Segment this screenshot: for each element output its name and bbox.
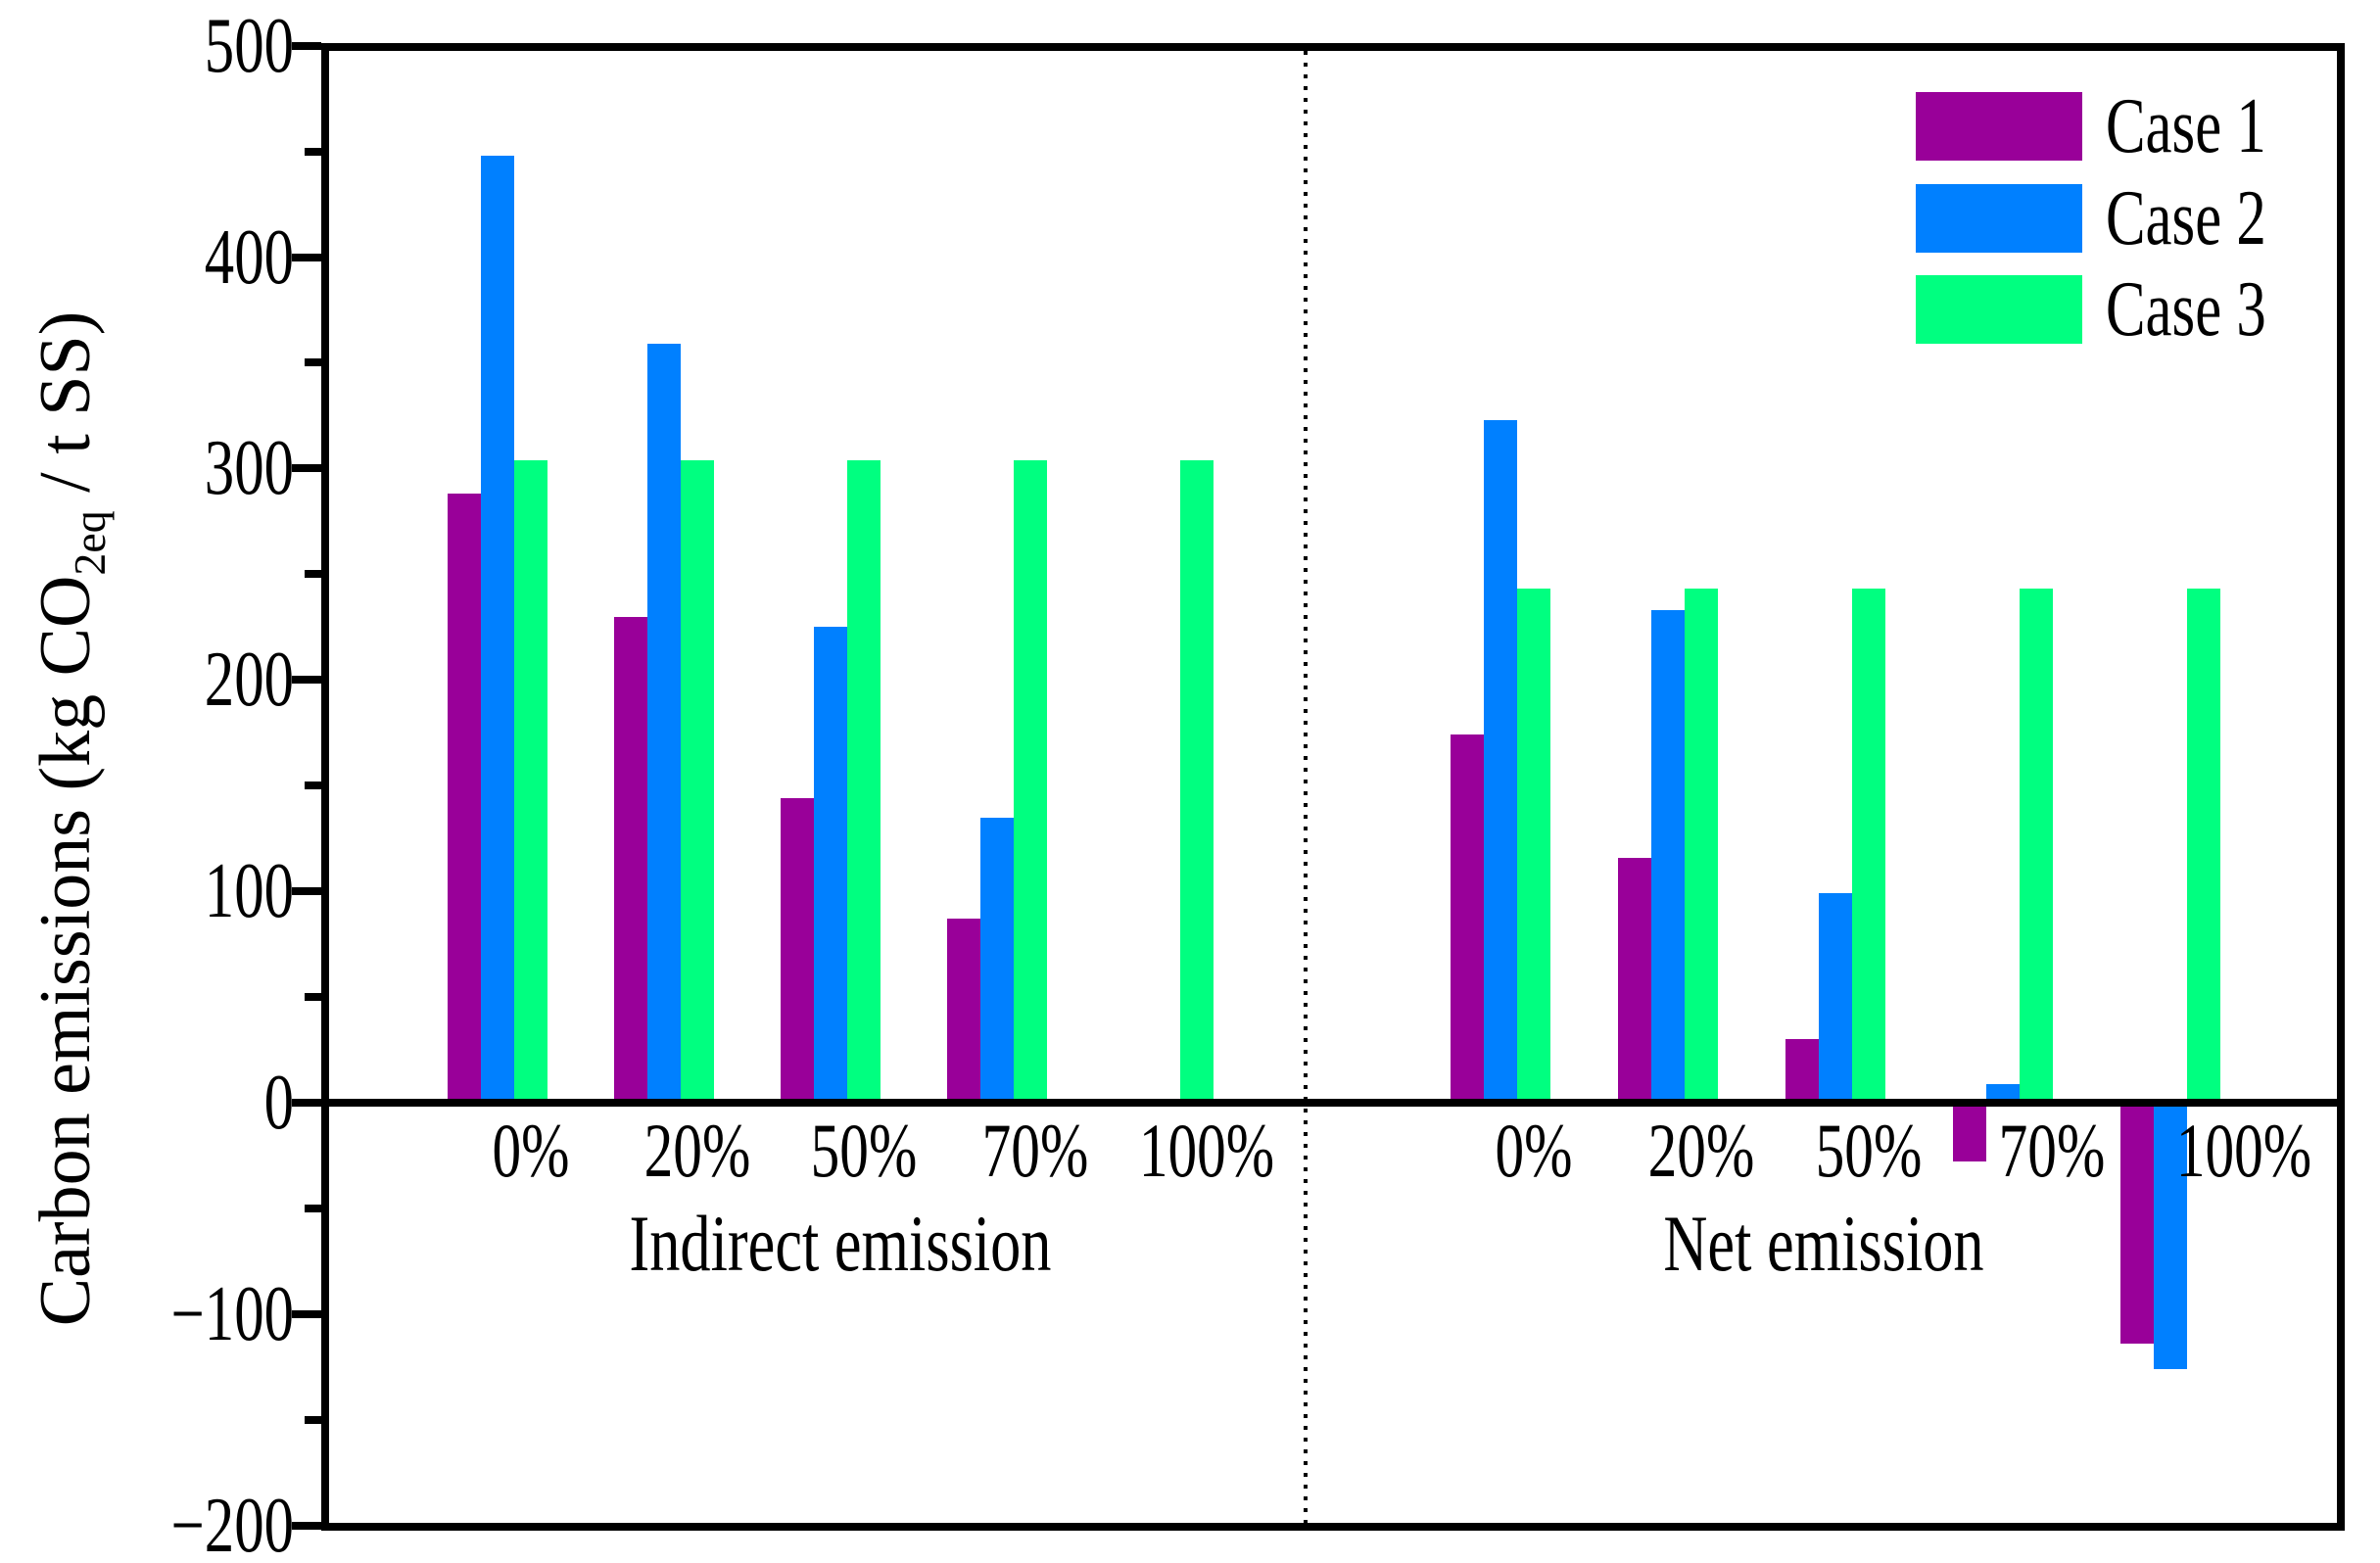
bar-indirect-emission-0%-case-3 xyxy=(514,459,547,1103)
bar-net-emission-100%-case-3 xyxy=(2187,589,2220,1103)
legend-label-case-1: Case 1 xyxy=(2106,83,2266,169)
bar-net-emission-0%-case-3 xyxy=(1517,589,1550,1103)
bar-net-emission-70%-case-3 xyxy=(2020,589,2053,1103)
y-axis-minor-tick xyxy=(305,358,321,367)
y-axis-major-tick xyxy=(292,1309,321,1318)
y-axis-major-tick xyxy=(292,887,321,896)
bar-indirect-emission-70%-case-1 xyxy=(947,919,980,1103)
bar-net-emission-20%-case-1 xyxy=(1618,857,1651,1103)
bar-net-emission-0%-case-2 xyxy=(1484,419,1517,1103)
y-axis-tick-label: 400 xyxy=(204,213,294,301)
y-axis-tick-label: 200 xyxy=(204,637,294,724)
y-axis-minor-tick xyxy=(305,1204,321,1212)
bar-indirect-emission-20%-case-1 xyxy=(614,616,647,1103)
y-axis-tick-label: −100 xyxy=(170,1270,294,1357)
x-tick-label-indirect-emission-70%: 70% xyxy=(981,1108,1089,1193)
bar-net-emission-70%-case-1 xyxy=(1953,1103,1986,1162)
y-axis-tick-label: −200 xyxy=(170,1482,294,1563)
x-tick-label-net-emission-70%: 70% xyxy=(1998,1108,2106,1193)
bar-net-emission-100%-case-1 xyxy=(2120,1103,2154,1345)
bar-indirect-emission-70%-case-3 xyxy=(1014,459,1047,1103)
y-axis-tick-label: 300 xyxy=(204,425,294,512)
x-tick-label-indirect-emission-0%: 0% xyxy=(492,1108,570,1193)
plot-frame xyxy=(321,43,2345,1531)
y-axis-major-tick xyxy=(292,464,321,473)
group-label-indirect-emission: Indirect emission xyxy=(629,1199,1052,1288)
y-axis-tick-label: 0 xyxy=(263,1060,294,1146)
y-axis-major-tick xyxy=(292,1521,321,1530)
bar-indirect-emission-70%-case-2 xyxy=(980,817,1014,1103)
group-divider-line xyxy=(1304,51,1308,1523)
legend-swatch-case-2 xyxy=(1916,184,2082,253)
y-axis-major-tick xyxy=(292,1099,321,1107)
bar-net-emission-20%-case-3 xyxy=(1685,589,1718,1103)
bar-indirect-emission-50%-case-1 xyxy=(781,798,814,1103)
y-axis-minor-tick xyxy=(305,993,321,1002)
x-tick-label-net-emission-20%: 20% xyxy=(1647,1108,1755,1193)
bar-indirect-emission-50%-case-3 xyxy=(847,459,881,1103)
y-axis-minor-tick xyxy=(305,147,321,156)
x-tick-label-indirect-emission-20%: 20% xyxy=(643,1108,751,1193)
bar-net-emission-50%-case-3 xyxy=(1852,589,1885,1103)
y-axis-minor-tick xyxy=(305,782,321,790)
bar-net-emission-70%-case-2 xyxy=(1986,1083,2020,1103)
group-label-net-emission: Net emission xyxy=(1663,1199,1984,1288)
bar-net-emission-50%-case-2 xyxy=(1819,893,1852,1103)
zero-axis-line xyxy=(325,1099,2341,1107)
y-axis-major-tick xyxy=(292,676,321,685)
y-axis-major-tick xyxy=(292,41,321,50)
bar-indirect-emission-100%-case-3 xyxy=(1180,459,1214,1103)
bar-indirect-emission-20%-case-2 xyxy=(647,344,681,1103)
y-axis-tick-label: 100 xyxy=(204,848,294,935)
x-tick-label-indirect-emission-100%: 100% xyxy=(1138,1108,1275,1193)
x-tick-label-net-emission-0%: 0% xyxy=(1495,1108,1573,1193)
x-tick-label-net-emission-50%: 50% xyxy=(1815,1108,1923,1193)
x-tick-label-net-emission-100%: 100% xyxy=(2175,1108,2312,1193)
y-axis-tick-label: 500 xyxy=(204,2,294,89)
x-tick-label-indirect-emission-50%: 50% xyxy=(810,1108,918,1193)
bar-net-emission-50%-case-1 xyxy=(1785,1039,1819,1103)
bar-net-emission-100%-case-2 xyxy=(2154,1103,2187,1369)
bar-net-emission-20%-case-2 xyxy=(1651,610,1685,1103)
legend-label-case-2: Case 2 xyxy=(2106,175,2266,261)
bar-indirect-emission-20%-case-3 xyxy=(681,459,714,1103)
legend-label-case-3: Case 3 xyxy=(2106,266,2266,353)
legend-swatch-case-3 xyxy=(1916,275,2082,344)
legend-swatch-case-1 xyxy=(1916,92,2082,161)
y-axis-minor-tick xyxy=(305,1415,321,1424)
bar-indirect-emission-50%-case-2 xyxy=(814,627,847,1103)
y-axis-major-tick xyxy=(292,253,321,261)
y-axis-minor-tick xyxy=(305,570,321,579)
bar-net-emission-0%-case-1 xyxy=(1451,734,1484,1103)
bar-indirect-emission-0%-case-1 xyxy=(448,494,481,1103)
bar-indirect-emission-0%-case-2 xyxy=(481,155,514,1103)
